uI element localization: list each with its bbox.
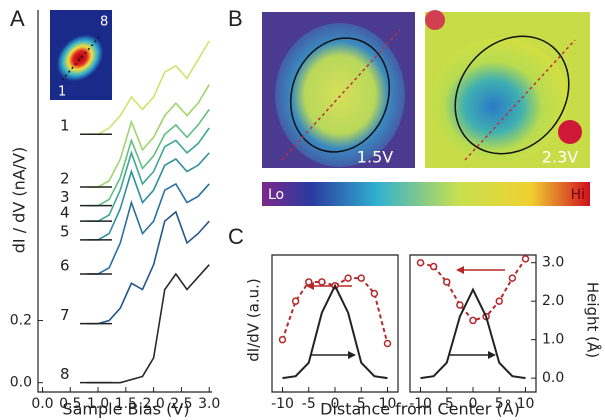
curve-label: 1 — [60, 117, 70, 135]
data-point — [456, 301, 464, 309]
image-label: 1.5V — [357, 148, 393, 167]
x-tick-label: 10 — [379, 396, 397, 412]
x-tick-label: 1.0 — [87, 396, 109, 412]
panel-label: B — [228, 6, 243, 31]
inset-image — [50, 10, 112, 100]
curve-label: 5 — [60, 222, 70, 240]
axis-frame — [271, 254, 399, 393]
data-point — [521, 255, 530, 263]
y-axis-label: dI/dV (a.u.) — [245, 278, 263, 362]
y2-tick-label: 3.0 — [542, 255, 564, 271]
data-line — [86, 182, 210, 275]
data-point — [278, 335, 287, 344]
y2-tick-label: 0.0 — [542, 370, 564, 386]
y2-axis-label: Height (Å) — [584, 282, 603, 358]
x-tick-label: 10 — [517, 396, 535, 412]
x-tick-label: 0.5 — [59, 396, 81, 412]
y-tick-label: 0.0 — [10, 375, 32, 391]
data-point — [357, 274, 365, 282]
data-point — [344, 274, 352, 282]
curve-label: 2 — [60, 170, 70, 188]
curve-label: 8 — [60, 365, 70, 383]
x-tick-label: 5 — [495, 396, 504, 412]
x-tick-label: 2.5 — [170, 396, 192, 412]
x-tick-label: -10 — [409, 396, 432, 412]
data-point — [429, 262, 438, 271]
x-tick-label: 3.0 — [198, 396, 220, 412]
data-point — [508, 274, 517, 282]
panel-label: A — [10, 6, 25, 31]
x-tick-label: 0 — [331, 396, 340, 412]
x-tick-label: -5 — [302, 396, 316, 412]
inset-label: 8 — [100, 15, 108, 30]
y2-tick-label: 1.0 — [542, 332, 564, 348]
data-line — [86, 127, 210, 222]
y2-tick-label: 2.0 — [542, 293, 564, 309]
y-axis-label: dI / dV (nA/V) — [10, 147, 29, 254]
data-line — [420, 287, 526, 380]
data-line — [86, 210, 210, 325]
data-point — [383, 339, 392, 348]
x-tick-label: -5 — [440, 396, 454, 412]
panel-label: C — [228, 224, 244, 249]
curve-label: 3 — [60, 188, 70, 206]
data-line — [86, 108, 210, 207]
axis-frame — [409, 254, 537, 393]
x-axis-label: Distance from Center (Å) — [320, 400, 520, 419]
data-point — [305, 278, 313, 286]
data-line — [86, 152, 210, 241]
curve-label: 7 — [60, 306, 70, 324]
colorbar-label: Hi — [571, 187, 585, 203]
arrows — [306, 266, 505, 359]
x-tick-label: 1.5 — [115, 396, 137, 412]
data-point — [443, 278, 451, 286]
colorbar-label: Lo — [268, 187, 284, 203]
x-axis-label: Sample Bias (V) — [62, 400, 189, 419]
image-label: 2.3V — [542, 148, 578, 167]
inset-label: 1 — [58, 85, 66, 100]
data-line — [86, 40, 210, 136]
x-tick-label: 0.0 — [31, 396, 53, 412]
data-line — [86, 84, 210, 188]
data-line — [282, 283, 388, 380]
x-tick-label: 5 — [357, 396, 366, 412]
colorbar — [262, 182, 590, 206]
x-tick-label: 0 — [469, 396, 478, 412]
data-point — [495, 297, 503, 305]
data-point — [318, 278, 326, 286]
curve-label: 4 — [60, 204, 70, 222]
stm-image-2 — [425, 10, 590, 168]
data-point — [291, 297, 300, 305]
data-point — [416, 258, 425, 267]
data-point — [370, 289, 379, 298]
stm-image-1 — [262, 12, 415, 168]
x-tick-label: -10 — [271, 396, 294, 412]
y-tick-label: 0.2 — [10, 313, 32, 329]
x-tick-label: 2.0 — [142, 396, 164, 412]
data-point — [469, 316, 477, 325]
curve-label: 6 — [60, 256, 70, 274]
